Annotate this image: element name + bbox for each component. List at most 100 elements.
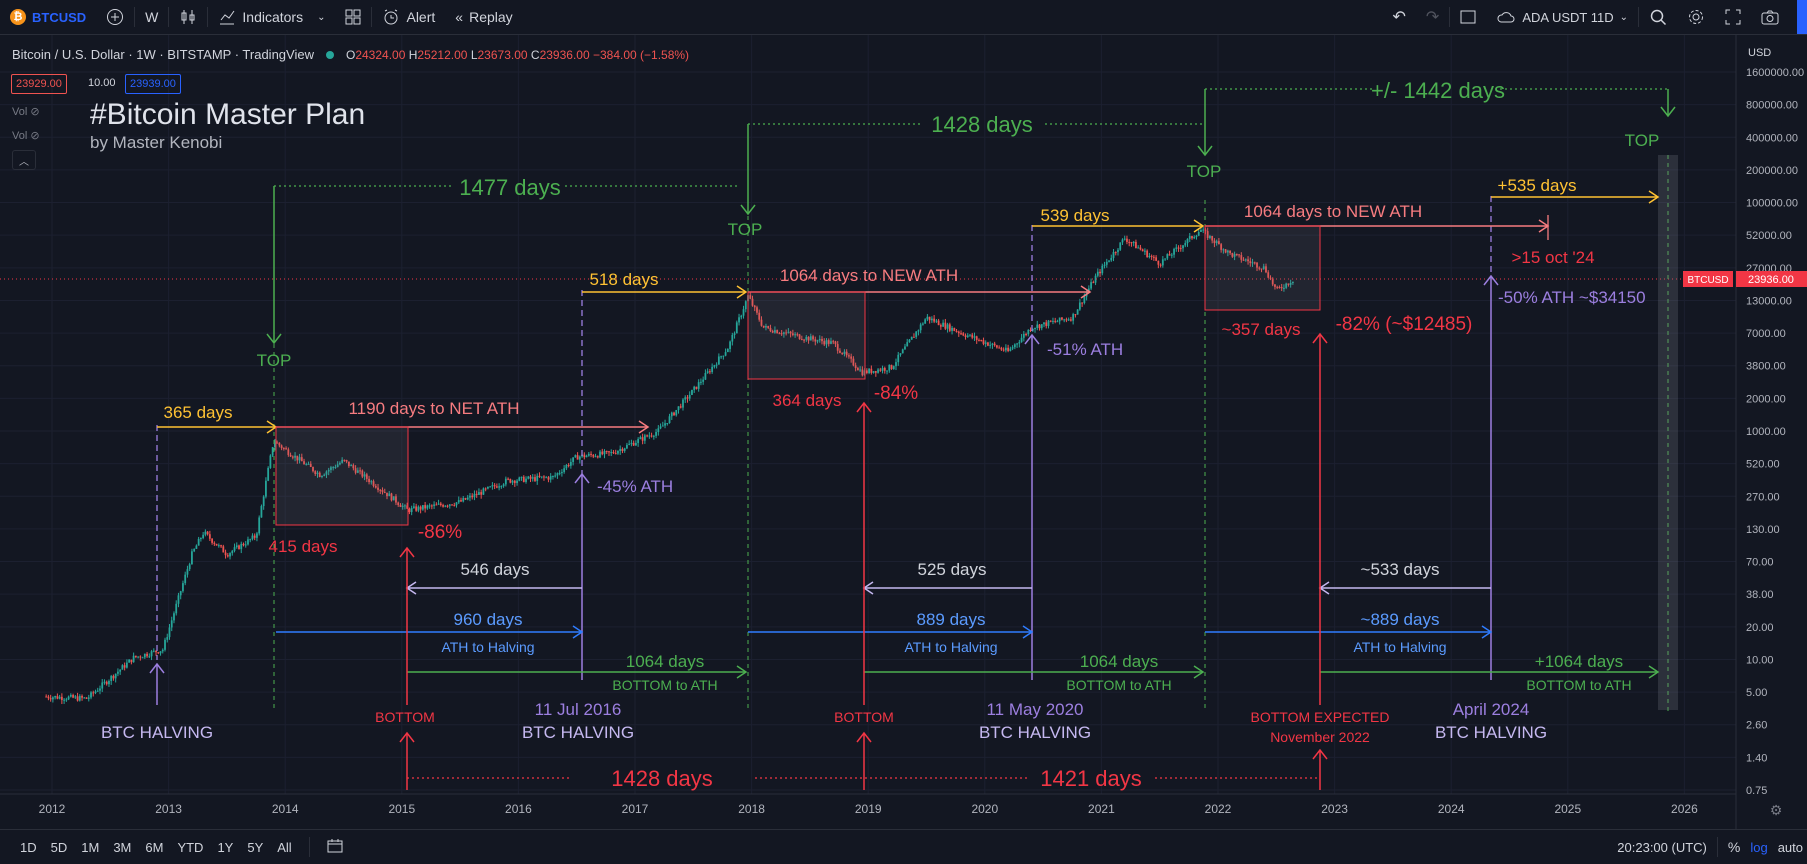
candle-body xyxy=(713,365,716,367)
price-tick: 1000.00 xyxy=(1746,426,1786,438)
candle-body xyxy=(1276,286,1279,288)
range-button-5y[interactable]: 5Y xyxy=(247,839,264,855)
publish-button[interactable] xyxy=(1797,0,1807,34)
candle-body xyxy=(170,620,173,628)
candle-body xyxy=(980,340,983,342)
label-960-days: 960 days xyxy=(454,610,523,629)
candle-body xyxy=(554,475,557,477)
candle-body xyxy=(928,316,931,321)
candle-body xyxy=(439,503,442,506)
time-tick: 2014 xyxy=(272,802,299,816)
goto-date-button[interactable] xyxy=(320,838,352,857)
candle-body xyxy=(215,543,218,546)
auto-toggle[interactable]: auto xyxy=(1777,839,1803,855)
camera-icon xyxy=(1761,10,1779,25)
label-1064-days: 1064 days xyxy=(626,652,704,671)
candle-body xyxy=(619,448,622,451)
range-button-ytd[interactable]: YTD xyxy=(177,839,204,855)
label-365-days: 365 days xyxy=(164,403,233,422)
range-button-1d[interactable]: 1D xyxy=(20,839,37,855)
volume-label[interactable]: Vol ⊘ xyxy=(12,129,40,142)
range-button-1y[interactable]: 1Y xyxy=(217,839,234,855)
candle-body xyxy=(47,696,50,699)
search-button[interactable] xyxy=(1639,0,1677,34)
ask-price[interactable]: 23939.00 xyxy=(125,74,181,94)
candle-body xyxy=(1235,254,1238,256)
snapshot-button[interactable] xyxy=(1751,0,1789,34)
candle-body xyxy=(92,692,95,694)
candle-body xyxy=(895,362,897,367)
chart-type-button[interactable] xyxy=(169,0,207,34)
price-tick: 5.00 xyxy=(1746,687,1767,699)
settings-button[interactable] xyxy=(1677,0,1715,34)
candle-body xyxy=(487,486,489,489)
candle-body xyxy=(146,653,148,657)
candle-body xyxy=(812,336,814,340)
candle-body xyxy=(130,659,133,663)
candle-body xyxy=(1222,249,1225,251)
label-1428-days-top: 1428 days xyxy=(931,112,1033,137)
bid-price[interactable]: 23929.00 xyxy=(11,74,67,94)
candle-body xyxy=(49,698,52,700)
interval-button[interactable]: W xyxy=(145,9,159,25)
redo-button[interactable]: ↷ xyxy=(1416,0,1449,34)
candle-body xyxy=(406,505,409,509)
candle-body xyxy=(1253,262,1256,264)
undo-button[interactable]: ↶ xyxy=(1383,0,1416,34)
candle-body xyxy=(269,455,272,468)
legend-title: Bitcoin / U.S. Dollar · 1W · BITSTAMP · … xyxy=(12,47,314,62)
candle-body xyxy=(516,480,518,484)
range-button-1m[interactable]: 1M xyxy=(81,839,100,855)
candle-body xyxy=(139,656,142,658)
candle-body xyxy=(634,442,637,446)
percent-toggle[interactable]: % xyxy=(1727,839,1741,855)
label-bottom-to-ath: BOTTOM to ATH xyxy=(612,677,717,693)
replay-button[interactable]: « Replay xyxy=(445,0,522,34)
range-button-3m[interactable]: 3M xyxy=(113,839,132,855)
candle-body xyxy=(708,371,711,373)
templates-button[interactable] xyxy=(335,0,371,34)
alert-button[interactable]: Alert xyxy=(372,0,445,34)
candle-body xyxy=(975,336,978,340)
candle-body xyxy=(1130,242,1133,244)
candle-body xyxy=(260,506,263,518)
arrow-head xyxy=(399,731,415,743)
candle-body xyxy=(273,442,276,448)
candle-body xyxy=(498,486,501,488)
arrow-head xyxy=(856,731,872,743)
candle-body xyxy=(466,497,469,500)
watch-symbol-button[interactable]: ADA USDT 11D ⌄ xyxy=(1486,0,1638,34)
candle-body xyxy=(596,456,599,458)
indicators-button[interactable]: Indicators ⌄ xyxy=(208,0,335,34)
compare-button[interactable] xyxy=(96,0,134,34)
clock-time[interactable]: 20:23:00 (UTC) xyxy=(1617,839,1707,855)
label-apr-2024: April 2024 xyxy=(1453,700,1530,719)
candle-body xyxy=(675,409,678,416)
candle-body xyxy=(330,467,332,470)
candle-body xyxy=(957,331,960,334)
volume-label[interactable]: Vol ⊘ xyxy=(12,105,40,118)
fullscreen-button[interactable] xyxy=(1715,0,1751,34)
range-button-6m[interactable]: 6M xyxy=(145,839,164,855)
range-button-5d[interactable]: 5D xyxy=(50,839,68,855)
candle-body xyxy=(513,480,516,484)
candle-body xyxy=(345,460,348,462)
candle-body xyxy=(547,477,550,480)
range-button-all[interactable]: All xyxy=(277,839,292,855)
candle-body xyxy=(729,341,731,349)
candle-body xyxy=(583,454,586,458)
ohlc-values: O24324.00 H25212.00 L23673.00 C23936.00 … xyxy=(346,48,689,62)
symbol-search[interactable]: ₿ BTCUSD xyxy=(0,0,96,34)
collapse-legend-button[interactable]: ︿ xyxy=(12,150,36,170)
candle-body xyxy=(522,476,525,482)
log-toggle[interactable]: log xyxy=(1750,839,1768,855)
candle-body xyxy=(776,330,779,334)
candle-body xyxy=(1144,250,1146,252)
candle-body xyxy=(1155,257,1158,261)
candle-body xyxy=(984,342,987,344)
candle-body xyxy=(1229,250,1232,254)
layout-button[interactable] xyxy=(1450,0,1486,34)
candle-body xyxy=(188,564,191,570)
candle-body xyxy=(457,500,460,503)
